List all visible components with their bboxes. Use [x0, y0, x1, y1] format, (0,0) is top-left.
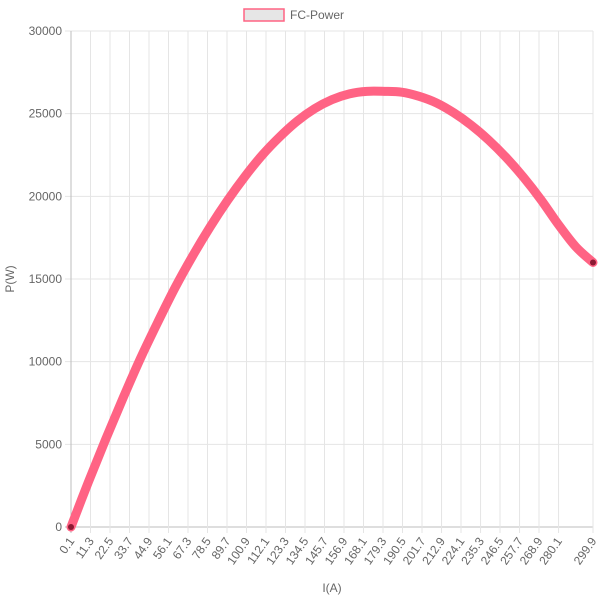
x-tick-label: 44.9	[131, 534, 156, 561]
x-axis-title: I(A)	[322, 581, 341, 595]
y-axis-title: P(W)	[3, 265, 17, 292]
x-axis-ticks: 0.111.322.533.744.956.167.378.589.7100.9…	[56, 534, 599, 567]
x-tick-label: 22.5	[92, 534, 117, 561]
x-tick-label: 78.5	[189, 534, 214, 561]
x-tick-label: 56.1	[150, 534, 175, 561]
y-tick-label: 25000	[29, 107, 63, 121]
x-tick-label: 11.3	[73, 534, 98, 561]
legend-swatch[interactable]	[243, 8, 285, 22]
y-tick-label: 20000	[29, 189, 63, 203]
legend-label[interactable]: FC-Power	[290, 8, 344, 22]
data-point-end[interactable]	[590, 259, 596, 266]
y-tick-label: 5000	[35, 437, 62, 451]
series-line	[66, 86, 598, 532]
x-grid	[70, 31, 594, 533]
x-tick-label: 67.3	[170, 534, 195, 561]
y-grid	[65, 30, 593, 528]
y-tick-label: 10000	[29, 355, 63, 369]
y-tick-label: 15000	[29, 272, 63, 286]
y-axis-ticks: 0 5000 10000 15000 20000 25000 30000	[29, 24, 63, 534]
y-tick-label: 30000	[29, 24, 63, 38]
legend[interactable]: FC-Power	[243, 8, 344, 22]
series-layer	[66, 86, 598, 532]
y-tick-label: 0	[55, 520, 62, 534]
x-tick-label: 299.9	[571, 534, 600, 567]
data-point-start[interactable]	[68, 524, 74, 530]
x-tick-label: 33.7	[111, 534, 136, 561]
